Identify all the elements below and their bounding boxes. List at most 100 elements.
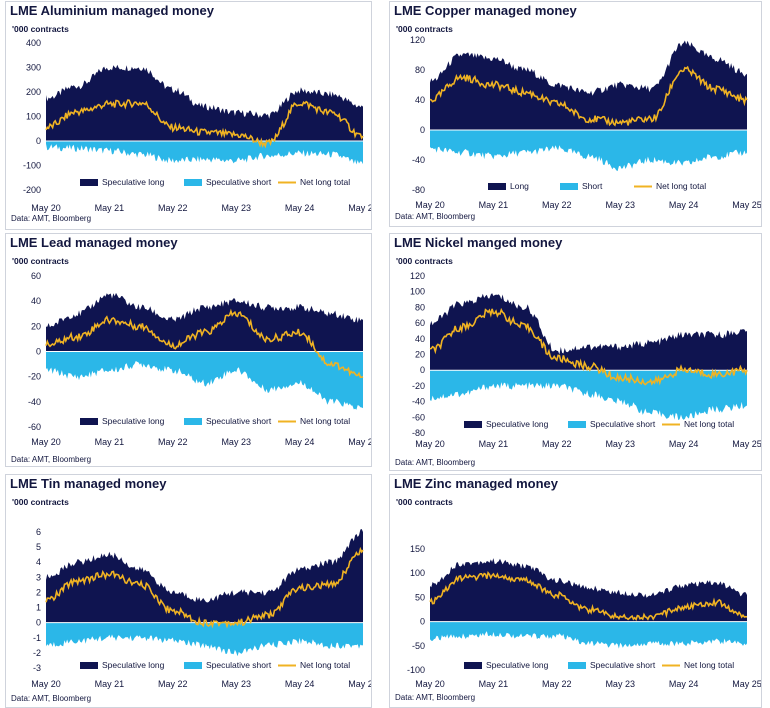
legend-short-swatch — [184, 179, 202, 186]
chart-title: LME Zinc managed money — [394, 476, 558, 491]
y-tick-label: 200 — [26, 87, 41, 97]
net-line — [45, 546, 364, 629]
chart-svg: 60 40 20 0 -20 -40 -60 May 20 May 21 May 22 May 23… — [28, 271, 371, 447]
chart-title: LME Copper managed money — [394, 3, 577, 18]
long-area — [46, 292, 363, 352]
chart-title: LME Aluminium managed money — [10, 3, 214, 18]
x-tick-label: May 20 — [31, 203, 61, 213]
legend-short-swatch — [560, 183, 578, 190]
source-note: Data: AMT, Bloomberg — [395, 212, 476, 221]
chart-panel-zinc: LME Zinc managed money '000 contracts 15… — [389, 474, 762, 708]
legend-net-label: Net long total — [684, 660, 734, 670]
chart-panel-copper: LME Copper managed money '000 contracts … — [389, 1, 762, 227]
legend-net-label: Net long total — [300, 416, 350, 426]
units-label: '000 contracts — [12, 24, 69, 34]
source-note: Data: AMT, Bloomberg — [395, 693, 476, 702]
long-area — [430, 293, 747, 371]
x-tick-label: May 22 — [542, 439, 572, 449]
short-area — [430, 621, 747, 649]
legend-long-swatch — [80, 418, 98, 425]
net-line — [45, 99, 364, 149]
y-tick-label: 3 — [36, 572, 41, 582]
x-tick-label: May 21 — [95, 437, 125, 447]
x-tick-label: May 21 — [95, 203, 125, 213]
y-tick-label: -80 — [412, 428, 425, 438]
chart-svg: 400 300 200 100 0 -100 -200 May 20 May 21 May 22 M… — [23, 38, 371, 213]
chart-panel-aluminium: LME Aluminium managed money '000 contrac… — [5, 1, 372, 230]
y-tick-label: 100 — [410, 568, 425, 578]
y-tick-label: -20 — [412, 381, 425, 391]
legend-short-label: Speculative short — [206, 416, 272, 426]
units-label: '000 contracts — [12, 497, 69, 507]
legend-short-label: Speculative short — [206, 660, 272, 670]
y-tick-label: 120 — [410, 271, 425, 281]
x-tick-label: May 23 — [221, 679, 251, 689]
x-tick-label: May 24 — [285, 437, 315, 447]
legend-short-swatch — [568, 421, 586, 428]
x-tick-label: May 23 — [605, 679, 635, 689]
y-tick-label: -2 — [33, 648, 41, 658]
source-note: Data: AMT, Bloomberg — [11, 455, 92, 464]
chart-panel-lead: LME Lead managed money '000 contracts 60… — [5, 233, 372, 467]
legend-short-swatch — [568, 662, 586, 669]
y-tick-label: 1 — [36, 603, 41, 613]
y-tick-label: 0 — [36, 618, 41, 628]
x-tick-label: May 25 — [732, 200, 761, 210]
units-label: '000 contracts — [396, 256, 453, 266]
y-tick-label: -40 — [412, 155, 425, 165]
x-tick-label: May 20 — [31, 679, 61, 689]
short-area — [46, 351, 363, 410]
x-tick-label: May 25 — [348, 679, 371, 689]
long-area — [430, 40, 747, 130]
y-tick-label: 40 — [415, 334, 425, 344]
x-tick-label: May 21 — [479, 200, 509, 210]
net-line — [429, 571, 748, 621]
chart-svg: 120 80 40 0 -40 -80 May 20 May 21 May 22 May 23 Ma… — [410, 35, 761, 210]
y-tick-label: -100 — [407, 665, 425, 675]
legend-long-label: Speculative long — [486, 660, 549, 670]
y-tick-label: -50 — [412, 641, 425, 651]
chart-panel-nickel: LME Nickel manged money '000 contracts 1… — [389, 233, 762, 471]
y-tick-label: 2 — [36, 587, 41, 597]
legend-net-label: Net long total — [300, 177, 350, 187]
y-tick-label: 0 — [420, 617, 425, 627]
legend-long-swatch — [488, 183, 506, 190]
y-tick-label: -3 — [33, 663, 41, 673]
y-tick-label: 300 — [26, 63, 41, 73]
chart-svg: 150 100 50 0 -50 -100 May 20 May 21 May 22 May 23… — [407, 544, 761, 689]
x-tick-label: May 24 — [669, 679, 699, 689]
x-tick-label: May 22 — [542, 679, 572, 689]
x-tick-label: May 21 — [479, 679, 509, 689]
y-tick-label: 0 — [420, 365, 425, 375]
y-tick-label: 40 — [415, 95, 425, 105]
y-tick-label: -40 — [28, 397, 41, 407]
y-tick-label: 20 — [415, 350, 425, 360]
legend-net-label: Net long total — [684, 419, 734, 429]
y-tick-label: 80 — [415, 302, 425, 312]
units-label: '000 contracts — [396, 24, 453, 34]
chart-title: LME Lead managed money — [10, 235, 178, 250]
short-area — [46, 141, 363, 165]
legend-long-label: Speculative long — [102, 660, 165, 670]
legend-long-swatch — [464, 421, 482, 428]
units-label: '000 contracts — [12, 256, 69, 266]
x-tick-label: May 24 — [669, 439, 699, 449]
y-tick-label: -1 — [33, 633, 41, 643]
x-tick-label: May 24 — [285, 203, 315, 213]
x-tick-label: May 23 — [221, 437, 251, 447]
legend-short-label: Short — [582, 181, 603, 191]
legend-short-swatch — [184, 418, 202, 425]
x-tick-label: May 24 — [285, 679, 315, 689]
y-tick-label: 60 — [31, 271, 41, 281]
x-tick-label: May 22 — [158, 203, 188, 213]
y-tick-label: 50 — [415, 592, 425, 602]
short-area — [430, 370, 747, 421]
chart-svg: 6 5 4 3 2 1 0 -1 -2 -3 May 20 May 21 May 22 May 23 May… — [31, 527, 371, 689]
legend-long-swatch — [80, 179, 98, 186]
legend-net-label: Net long total — [300, 660, 350, 670]
y-tick-label: 40 — [31, 296, 41, 306]
y-tick-label: 400 — [26, 38, 41, 48]
y-tick-label: 80 — [415, 65, 425, 75]
legend-short-label: Speculative short — [590, 419, 656, 429]
legend-net-label: Net long total — [656, 181, 706, 191]
